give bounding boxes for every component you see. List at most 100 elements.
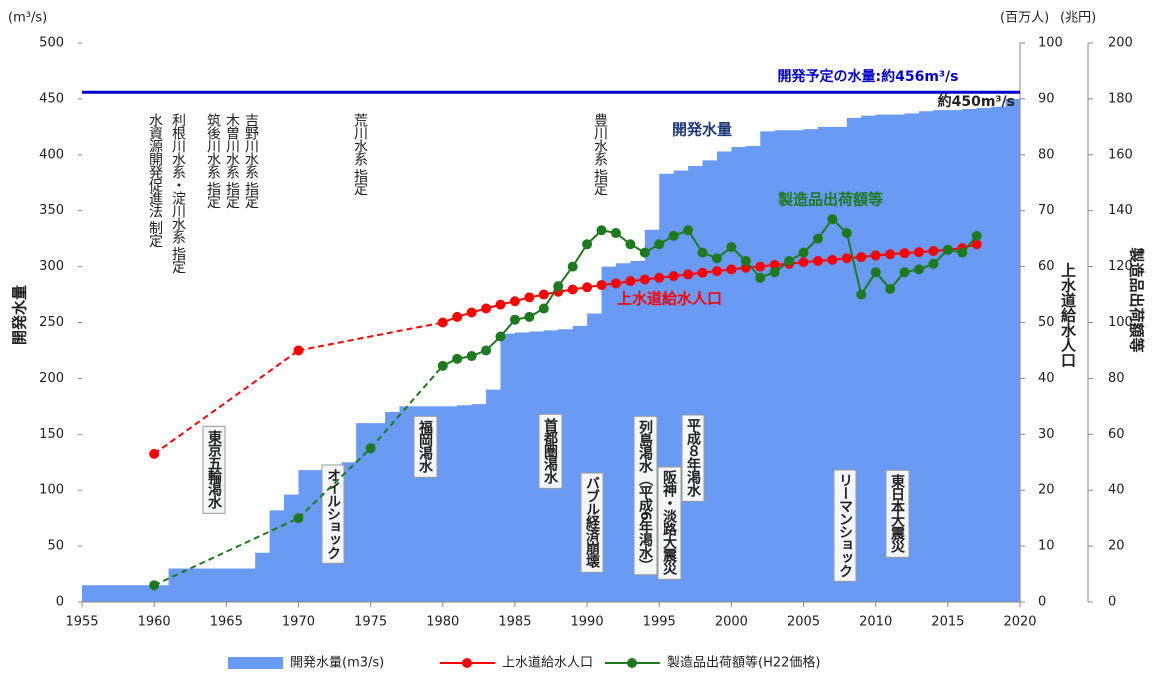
x-tick-label: 1975 [354,615,387,630]
y2-tick-label: 20 [1038,483,1055,498]
y3-tick-label: 60 [1108,427,1125,442]
marker [654,239,665,250]
marker [553,281,564,292]
marker [625,239,636,250]
event-box [885,469,910,558]
marker [495,331,506,342]
event-box [633,415,658,576]
marker [942,244,953,255]
marker [567,284,578,295]
marker [610,278,621,289]
annotation: 約450m³/s [938,93,1015,110]
legend-label: 製造品出荷額等(H22価格) [667,655,820,671]
marker [697,267,708,278]
marker [913,247,924,258]
marker [495,299,506,310]
marker [610,228,621,239]
marker [812,233,823,244]
marker [293,345,304,356]
marker [913,264,924,275]
marker [509,296,520,307]
marker [726,264,737,275]
y2-tick-label: 90 [1038,91,1055,106]
designation: 荒川水系 指定 [352,113,368,197]
marker [885,283,896,294]
marker [856,252,867,263]
marker [784,256,795,267]
y3-tick-label: 120 [1108,259,1133,274]
event-label: 福岡渇水 [417,419,434,474]
legend-swatch [627,658,637,668]
marker [928,258,939,269]
marker [841,253,852,264]
marker [668,271,679,282]
y2-tick-label: 100 [1038,36,1063,51]
event-box [681,414,705,502]
marker [625,276,636,287]
marker [899,267,910,278]
y-tick-label: 500 [39,36,64,51]
marker [149,448,160,459]
event-box [657,466,682,580]
legend-swatch [462,658,472,668]
marker [668,230,679,241]
y2-label: 上水道給水人口 [1059,263,1077,368]
event-label: 東京五輪渇水 [206,429,222,510]
y2-tick-label: 50 [1038,315,1055,330]
marker [755,272,766,283]
marker [870,267,881,278]
marker [798,257,809,268]
x-tick-label: 1995 [643,615,676,630]
marker [870,250,881,261]
y2-tick-label: 30 [1038,427,1055,442]
y3-tick-label: 0 [1108,595,1116,610]
marker [827,254,838,265]
x-tick-label: 2020 [1003,615,1036,630]
marker [149,580,160,591]
marker [582,282,593,293]
marker [452,311,463,322]
x-tick-label: 2000 [715,615,748,630]
legend-label: 開発水量(m3/s) [290,656,384,671]
marker [567,261,578,272]
series-line [369,365,444,449]
marker [928,245,939,256]
marker [957,247,968,258]
series-line [297,447,372,519]
y-tick-label: 50 [47,539,64,554]
marker [293,513,304,524]
event-box [580,472,604,573]
series-line [153,349,300,455]
event-box [538,413,563,489]
y2-tick-label: 0 [1038,595,1046,610]
x-tick-label: 2015 [931,615,964,630]
marker [524,311,535,322]
area [82,98,1020,603]
y-tick-label: 300 [39,259,64,274]
series-label: 製造品出荷額等 [777,191,883,209]
legend-label: 上水道給水人口 [502,656,593,671]
designation: 水資源開発促進法 制定 [147,113,163,249]
reference-label: 開発予定の水量:約456m³/s [778,68,959,85]
y-tick-label: 0 [56,595,64,610]
marker [466,307,477,318]
event-box [833,469,857,582]
x-tick-label: 2005 [787,615,820,630]
designation: 利根川水系・淀川水系 指定 [170,113,186,275]
y2-tick-label: 70 [1038,203,1055,218]
marker [509,314,520,325]
marker [365,443,376,454]
series-line [153,517,299,587]
event-label: オイルショック [325,468,341,560]
y3-label: 製造品出荷額等 [1128,246,1146,352]
marker [481,303,492,314]
series-line [298,321,443,352]
marker [654,272,665,283]
marker [538,303,549,314]
marker [437,360,448,371]
y2-unit: (百万人) [1000,11,1049,26]
y3-unit: (兆円) [1060,11,1096,26]
y3-tick-label: 20 [1108,539,1125,554]
y-tick-label: 250 [39,315,64,330]
x-tick-label: 1970 [282,615,315,630]
